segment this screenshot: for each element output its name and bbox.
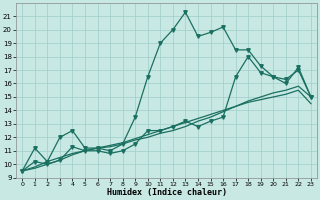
X-axis label: Humidex (Indice chaleur): Humidex (Indice chaleur) [107,188,227,197]
